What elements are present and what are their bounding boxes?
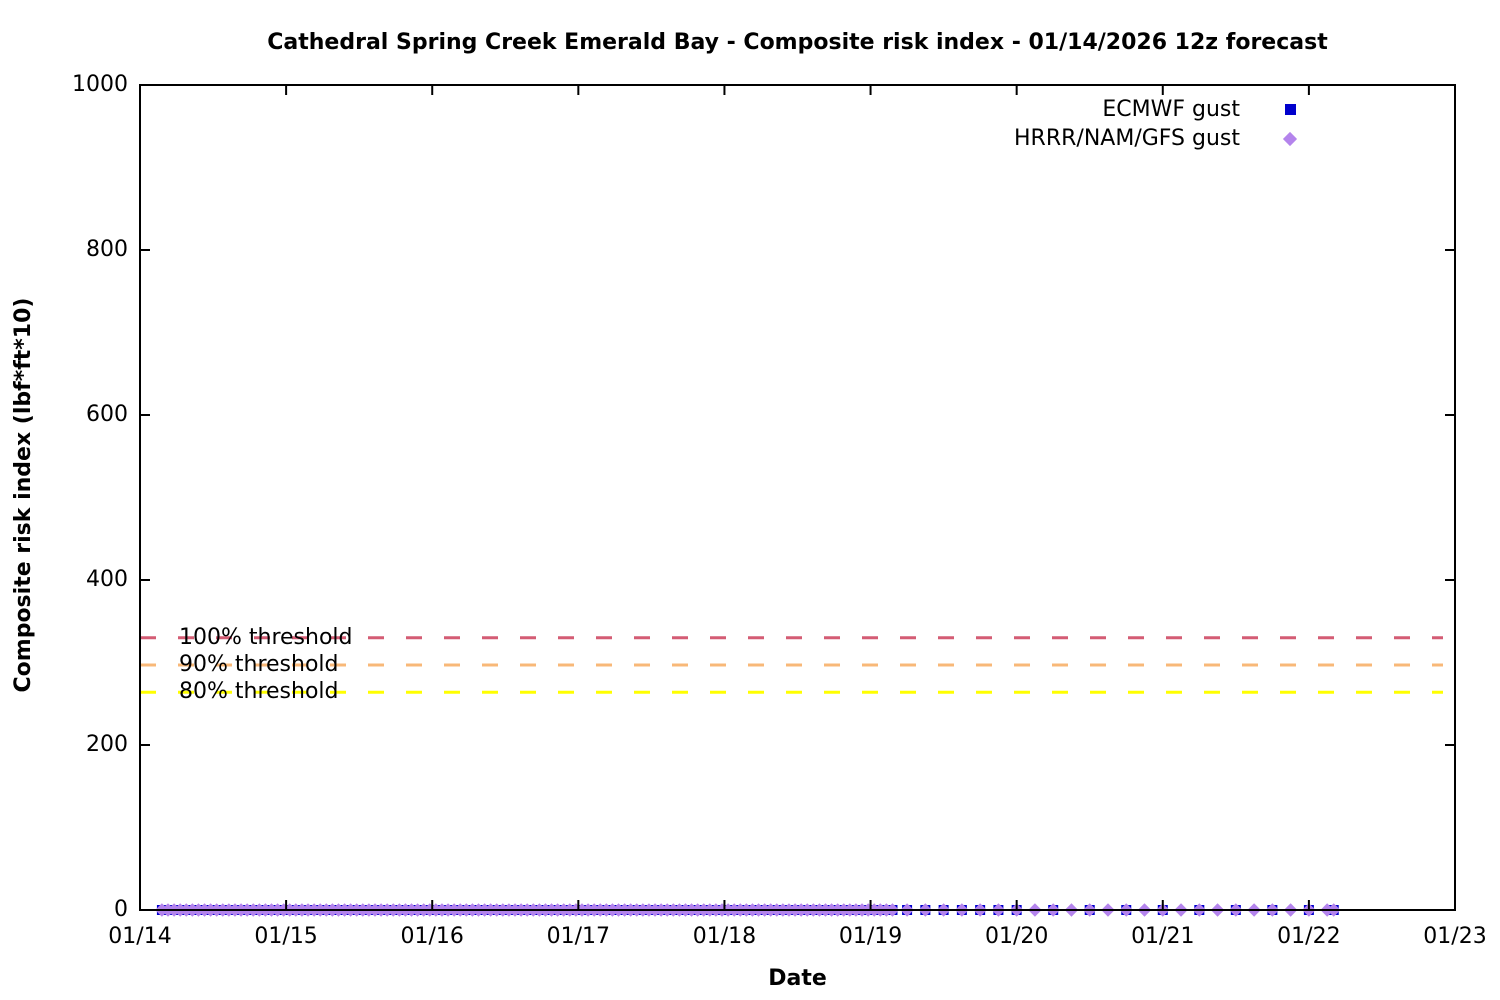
legend-entry-ecmwf: ECMWF gust xyxy=(900,95,1340,124)
threshold-label: 80% threshold xyxy=(179,679,339,705)
y-tick-label: 400 xyxy=(86,567,128,592)
x-tick-label: 01/23 xyxy=(1423,924,1487,949)
diamond-marker-icon xyxy=(1282,131,1298,146)
x-tick-label: 01/14 xyxy=(108,924,172,949)
square-marker-icon xyxy=(1284,104,1296,115)
y-tick-label: 1000 xyxy=(72,72,128,97)
x-axis-label: Date xyxy=(768,966,827,991)
x-tick-label: 01/18 xyxy=(692,924,757,949)
y-tick-label: 800 xyxy=(86,237,128,262)
x-tick-label: 01/20 xyxy=(984,924,1049,949)
legend-label-ecmwf: ECMWF gust xyxy=(1102,97,1240,122)
legend-entry-hrrr-nam-gfs: HRRR/NAM/GFS gust xyxy=(900,124,1340,153)
y-tick-label: 0 xyxy=(114,897,128,922)
plot-frame xyxy=(139,84,1456,911)
x-tick-label: 01/21 xyxy=(1131,924,1195,949)
x-tick-label: 01/15 xyxy=(254,924,318,949)
legend-label-hrrr-nam-gfs: HRRR/NAM/GFS gust xyxy=(1014,126,1240,151)
x-tick-label: 01/19 xyxy=(838,924,903,949)
y-axis-label: Composite risk index (lbf*ft*10) xyxy=(11,297,36,693)
y-tick-label: 600 xyxy=(86,402,128,427)
chart-title: Cathedral Spring Creek Emerald Bay - Com… xyxy=(267,30,1328,55)
x-tick-label: 01/17 xyxy=(546,924,611,949)
y-tick-label: 200 xyxy=(86,732,128,757)
legend: ECMWF gust HRRR/NAM/GFS gust xyxy=(900,95,1340,153)
x-tick-label: 01/22 xyxy=(1277,924,1341,949)
threshold-label: 100% threshold xyxy=(179,624,353,650)
x-tick-label: 01/16 xyxy=(400,924,464,949)
threshold-label: 90% threshold xyxy=(179,651,339,677)
